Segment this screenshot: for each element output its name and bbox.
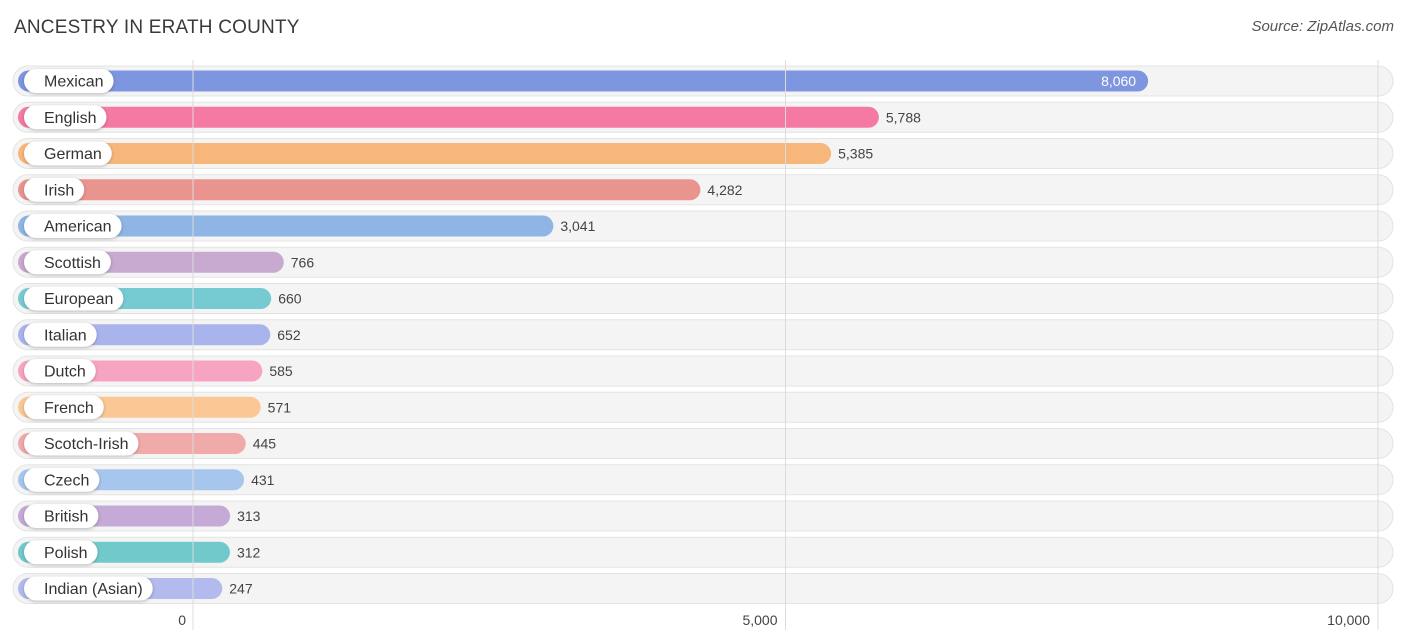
category-pill-english xyxy=(24,105,107,130)
category-pill-european xyxy=(24,286,124,311)
category-pill-american xyxy=(24,214,122,238)
category-pill-irish xyxy=(24,177,85,202)
category-label: Italian xyxy=(44,327,87,344)
bar-mexican xyxy=(18,70,1149,92)
category-pill-british xyxy=(24,504,99,528)
category-label: British xyxy=(44,509,88,526)
category-label: French xyxy=(44,400,94,417)
x-tick-label: 10,000 xyxy=(1327,612,1370,628)
bar-american xyxy=(18,215,554,237)
category-pill-indian-asian xyxy=(24,576,153,601)
value-label-scottish: 766 xyxy=(291,254,315,270)
category-pill-scottish xyxy=(24,250,111,275)
category-pill-mexican xyxy=(24,69,114,93)
value-label-czech: 431 xyxy=(251,472,275,488)
row-bg-polish xyxy=(12,536,1394,568)
category-pill-dutch xyxy=(24,359,96,383)
value-label-american: 3,041 xyxy=(560,218,595,234)
bar-german xyxy=(18,143,832,164)
x-tick-label: 5,000 xyxy=(742,612,777,628)
category-label: Mexican xyxy=(44,74,104,91)
value-label-german: 5,385 xyxy=(838,146,873,162)
bar-rows: Mexican 8,060 English 5,788 German 5,385 Irish… xyxy=(12,65,1394,604)
row-bg-british xyxy=(12,500,1394,532)
category-label: Indian (Asian) xyxy=(44,581,143,598)
chart-source: Source: ZipAtlas.com xyxy=(1251,18,1394,35)
category-label: Irish xyxy=(44,182,74,199)
row-bg-italian xyxy=(12,319,1394,351)
value-label-english: 5,788 xyxy=(886,109,921,125)
category-label: Dutch xyxy=(44,364,86,381)
row-bg-dutch xyxy=(12,355,1394,387)
category-label: Scotch-Irish xyxy=(44,436,128,453)
value-label-scotch-irish: 445 xyxy=(253,436,277,452)
category-pill-italian xyxy=(24,322,97,347)
x-tick-label: 0 xyxy=(178,612,186,628)
category-label: European xyxy=(44,291,113,308)
category-label: Scottish xyxy=(44,255,101,272)
value-label-mexican: 8,060 xyxy=(1101,73,1136,89)
category-label: German xyxy=(44,146,102,163)
category-pill-czech xyxy=(24,467,100,492)
row-bg-scotch-irish xyxy=(12,428,1394,459)
category-pill-french xyxy=(24,395,104,420)
row-bg-scottish xyxy=(12,246,1394,278)
value-label-british: 313 xyxy=(237,508,261,524)
x-axis-ticks: 0 5,000 10,000 xyxy=(178,612,1370,628)
value-label-french: 571 xyxy=(268,399,292,415)
value-label-italian: 652 xyxy=(277,327,301,343)
value-label-dutch: 585 xyxy=(269,363,293,379)
category-pill-polish xyxy=(24,540,98,565)
value-label-irish: 4,282 xyxy=(707,182,742,198)
value-label-european: 660 xyxy=(278,291,302,307)
bar-irish xyxy=(18,179,701,201)
category-label: Polish xyxy=(44,545,88,562)
row-bg-czech xyxy=(12,464,1394,496)
grid-lines xyxy=(192,60,1379,630)
category-label: English xyxy=(44,110,96,127)
value-label-indian-asian: 247 xyxy=(229,581,253,597)
row-bg-french xyxy=(12,391,1394,423)
row-bg-indian-asian xyxy=(12,573,1394,604)
value-label-polish: 312 xyxy=(237,544,261,560)
row-bg-european xyxy=(12,283,1394,314)
category-label: American xyxy=(44,219,112,236)
category-pill-german xyxy=(24,141,112,166)
category-pill-scotch-irish xyxy=(24,431,139,456)
bar-english xyxy=(18,106,879,128)
chart-title: ANCESTRY IN ERATH COUNTY xyxy=(14,17,300,38)
category-label: Czech xyxy=(44,472,89,489)
